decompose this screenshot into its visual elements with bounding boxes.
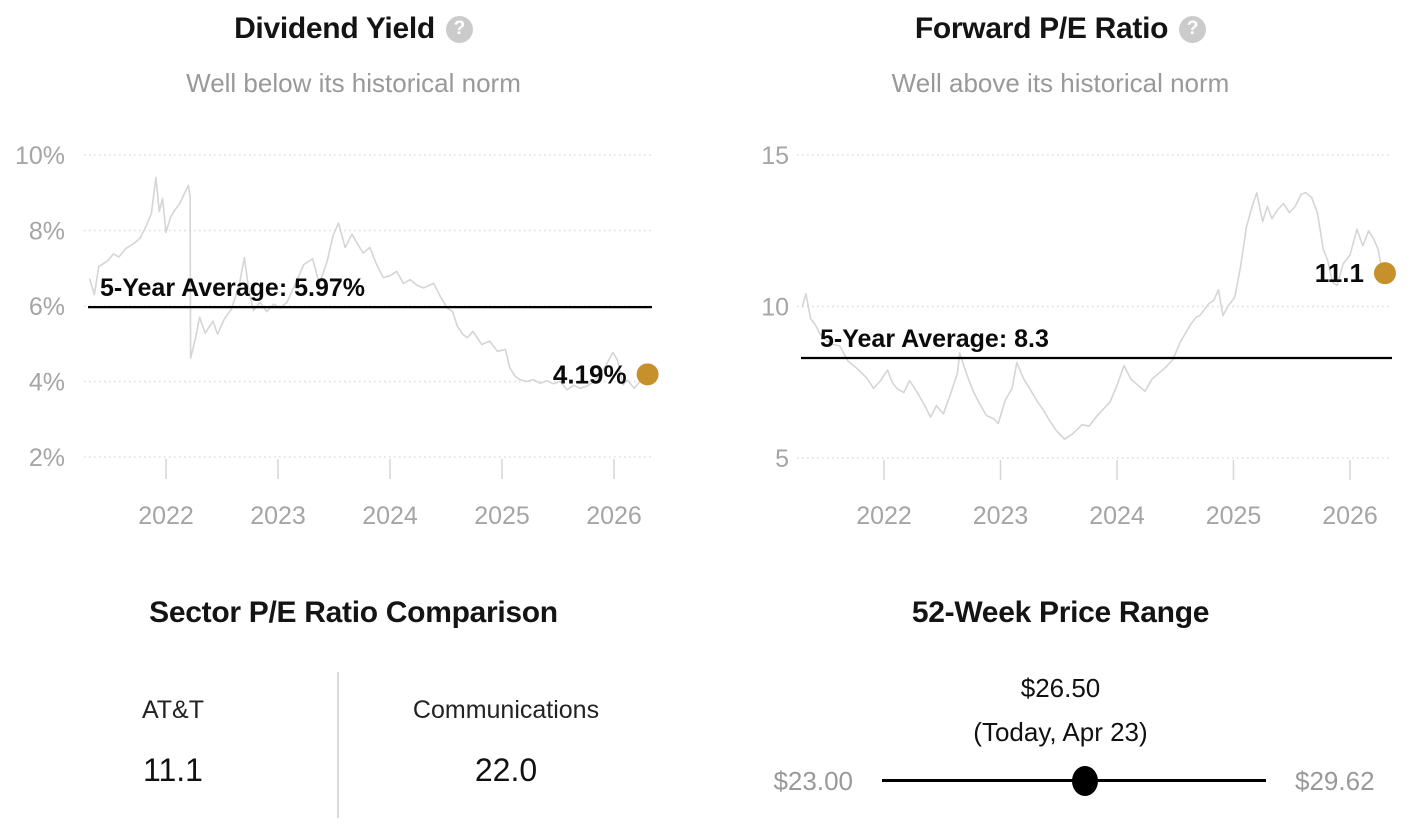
current-price-label: $26.50: [1020, 673, 1101, 703]
price-range-title: 52-Week Price Range: [911, 596, 1210, 629]
dividend-yield-title-row: Dividend Yield ?: [0, 12, 707, 46]
dividend-yield-panel: Dividend Yield ? Well below its historic…: [0, 0, 707, 560]
x-tick-label: 2024: [1089, 502, 1145, 530]
sector-column-company: AT&T 11.1: [0, 696, 346, 788]
x-tick-label: 2022: [138, 502, 194, 530]
y-tick-label: 6%: [29, 293, 65, 321]
average-label: 5-Year Average: 5.97%: [100, 274, 365, 302]
range-low-label: $23.00: [773, 766, 853, 796]
sector-divider: [337, 672, 339, 818]
x-tick-label: 2026: [1322, 502, 1378, 530]
current-value-dot: [1373, 262, 1396, 285]
price-range-panel: 52-Week Price Range $26.50 (Today, Apr 2…: [707, 560, 1414, 826]
dividend-yield-title: Dividend Yield: [234, 12, 435, 45]
sector-pe-title: Sector P/E Ratio Comparison: [149, 596, 558, 629]
y-tick-label: 4%: [29, 369, 65, 397]
dividend-yield-subtitle: Well below its historical norm: [186, 68, 521, 98]
series-line: [801, 191, 1384, 440]
forward-pe-title: Forward P/E Ratio: [914, 12, 1169, 45]
sector-pe-panel: Sector P/E Ratio Comparison AT&T 11.1 Co…: [0, 560, 707, 826]
sector-company-label: AT&T: [141, 696, 205, 724]
x-tick-label: 2026: [586, 502, 642, 530]
help-icon[interactable]: ?: [1179, 15, 1207, 43]
current-value-dot: [636, 363, 659, 386]
x-tick-label: 2025: [1206, 502, 1262, 530]
series-line: [89, 176, 649, 391]
x-tick-label: 2022: [856, 502, 912, 530]
sector-company-value: 11.1: [143, 752, 203, 788]
current-price-marker: [1072, 766, 1098, 796]
current-date-label: (Today, Apr 23): [973, 717, 1148, 747]
range-high-label: $29.62: [1295, 766, 1375, 796]
current-value-label: 4.19%: [553, 359, 627, 389]
sector-sector-value: 22.0: [474, 752, 538, 788]
dividend-yield-chart: 10% 8% 6% 4% 2% 2022 2023 2024 2025 2026 5-Year Av…: [15, 142, 659, 530]
sector-column-sector: Communications 22.0: [338, 696, 674, 788]
average-label: 5-Year Average: 8.3: [820, 325, 1049, 353]
x-tick-label: 2025: [474, 502, 530, 530]
y-tick-label: 8%: [29, 218, 65, 246]
current-value-label: 11.1: [1315, 258, 1364, 288]
x-tick-label: 2023: [250, 502, 306, 530]
sector-sector-label: Communications: [412, 696, 600, 724]
x-tick-label: 2023: [973, 502, 1029, 530]
y-tick-label: 5: [775, 445, 789, 473]
y-tick-label: 10%: [15, 142, 65, 170]
forward-pe-chart: 15 10 5 2022 2023 2024 2025 2026 5-Year Average:…: [761, 142, 1396, 530]
help-icon[interactable]: ?: [445, 15, 473, 43]
forward-pe-title-row: Forward P/E Ratio ?: [707, 12, 1414, 46]
x-tick-label: 2024: [362, 502, 418, 530]
y-tick-label: 15: [761, 142, 789, 170]
y-tick-label: 2%: [29, 444, 65, 472]
forward-pe-subtitle: Well above its historical norm: [891, 68, 1230, 98]
forward-pe-panel: Forward P/E Ratio ? Well above its histo…: [707, 0, 1414, 560]
y-tick-label: 10: [761, 294, 789, 322]
